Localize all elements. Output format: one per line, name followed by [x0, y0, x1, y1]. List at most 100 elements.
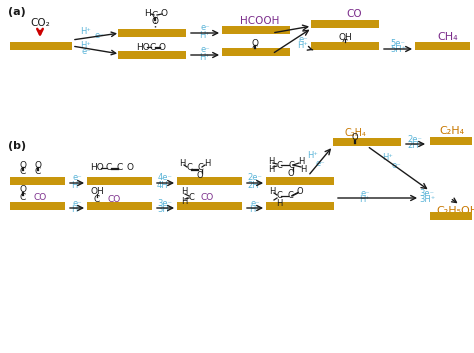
- Text: e⁻: e⁻: [250, 198, 260, 208]
- Text: O: O: [288, 168, 294, 178]
- Text: CO₂: CO₂: [30, 18, 50, 28]
- Text: CH₄: CH₄: [438, 32, 458, 42]
- Text: 3H⁺: 3H⁺: [157, 205, 173, 215]
- Bar: [266, 202, 334, 210]
- Text: HCOOH: HCOOH: [240, 16, 280, 26]
- Bar: [333, 138, 401, 146]
- Bar: [266, 177, 334, 185]
- Text: e⁻: e⁻: [298, 36, 308, 44]
- Text: H: H: [276, 198, 282, 208]
- Text: C: C: [106, 162, 112, 172]
- Text: 2e⁻: 2e⁻: [247, 174, 263, 183]
- Text: 3e⁻: 3e⁻: [419, 189, 435, 197]
- Text: CO: CO: [33, 192, 46, 202]
- Text: H⁺: H⁺: [383, 154, 393, 162]
- Text: (a): (a): [8, 7, 26, 17]
- Text: HO: HO: [136, 42, 150, 52]
- Text: H⁺: H⁺: [360, 196, 371, 204]
- Bar: [311, 42, 379, 50]
- Text: C₂H₄: C₂H₄: [439, 126, 465, 136]
- Text: OH: OH: [90, 187, 104, 197]
- Text: H: H: [181, 197, 187, 207]
- Bar: [430, 212, 472, 220]
- Text: e⁻: e⁻: [94, 30, 104, 40]
- Text: H: H: [298, 156, 304, 166]
- Text: OH: OH: [338, 32, 352, 42]
- Bar: [177, 177, 242, 185]
- Bar: [177, 202, 242, 210]
- Text: C₂H₄: C₂H₄: [344, 128, 366, 138]
- Bar: [10, 177, 65, 185]
- Text: 4e⁻: 4e⁻: [157, 174, 173, 183]
- Bar: [87, 177, 152, 185]
- Text: 4H⁺: 4H⁺: [157, 180, 173, 190]
- Text: C₂H₅OH: C₂H₅OH: [436, 206, 474, 216]
- Bar: [118, 51, 186, 59]
- Text: e⁻: e⁻: [81, 47, 91, 55]
- Text: H⁺: H⁺: [200, 53, 210, 61]
- Text: O: O: [152, 18, 158, 26]
- Text: C: C: [276, 161, 282, 169]
- Text: C: C: [152, 11, 158, 19]
- Text: H: H: [181, 187, 187, 197]
- Text: C: C: [186, 163, 192, 173]
- Text: H: H: [268, 164, 274, 174]
- Text: H: H: [204, 158, 210, 168]
- Text: C: C: [94, 195, 100, 203]
- Text: O: O: [197, 170, 203, 179]
- Text: H⁺: H⁺: [298, 42, 309, 50]
- Text: CO: CO: [108, 195, 120, 203]
- Text: C: C: [288, 161, 294, 169]
- Text: e⁻: e⁻: [360, 189, 370, 197]
- Bar: [311, 20, 379, 28]
- Text: e⁻: e⁻: [200, 46, 210, 54]
- Text: 2e⁻: 2e⁻: [408, 134, 422, 144]
- Text: O: O: [158, 42, 165, 52]
- Text: C: C: [276, 191, 282, 201]
- Bar: [415, 42, 470, 50]
- Text: 5e⁻: 5e⁻: [391, 40, 405, 48]
- Text: C: C: [150, 42, 156, 52]
- Text: H⁺: H⁺: [72, 180, 82, 190]
- Text: H⁺: H⁺: [200, 30, 210, 40]
- Text: H: H: [145, 8, 151, 18]
- Text: 2H⁺: 2H⁺: [247, 180, 263, 190]
- Bar: [87, 202, 152, 210]
- Text: C: C: [287, 191, 293, 201]
- Text: CO: CO: [201, 192, 214, 202]
- Text: HO: HO: [90, 162, 104, 172]
- Text: H⁺: H⁺: [72, 205, 82, 215]
- Text: C: C: [342, 40, 348, 48]
- Text: (b): (b): [8, 141, 26, 151]
- Text: 3H⁺: 3H⁺: [419, 196, 435, 204]
- Text: 2H⁺: 2H⁺: [407, 140, 423, 150]
- Text: O: O: [19, 185, 27, 195]
- Text: C: C: [188, 192, 194, 202]
- Text: e⁻: e⁻: [200, 24, 210, 32]
- Text: H⁺: H⁺: [250, 205, 260, 215]
- Text: C: C: [197, 163, 203, 173]
- Text: H: H: [269, 186, 275, 196]
- Text: C: C: [252, 46, 258, 54]
- Text: e⁻: e⁻: [391, 161, 401, 169]
- Text: O: O: [35, 161, 42, 169]
- Text: H⁺: H⁺: [81, 26, 91, 36]
- Text: O: O: [19, 161, 27, 169]
- Bar: [118, 29, 186, 37]
- Text: O: O: [161, 8, 167, 18]
- Text: C: C: [35, 168, 41, 176]
- Text: C: C: [20, 168, 26, 176]
- Text: O: O: [127, 162, 134, 172]
- Text: H⁺: H⁺: [81, 41, 91, 49]
- Bar: [10, 202, 65, 210]
- Text: O: O: [352, 133, 358, 143]
- Text: e⁻: e⁻: [72, 174, 82, 183]
- Text: H⁺: H⁺: [308, 151, 319, 161]
- Text: H: H: [300, 164, 306, 174]
- Bar: [10, 42, 72, 50]
- Text: 5H⁺: 5H⁺: [390, 46, 406, 54]
- Bar: [430, 137, 472, 145]
- Text: H: H: [179, 158, 185, 168]
- Text: 3e⁻: 3e⁻: [157, 198, 173, 208]
- Text: C: C: [117, 162, 123, 172]
